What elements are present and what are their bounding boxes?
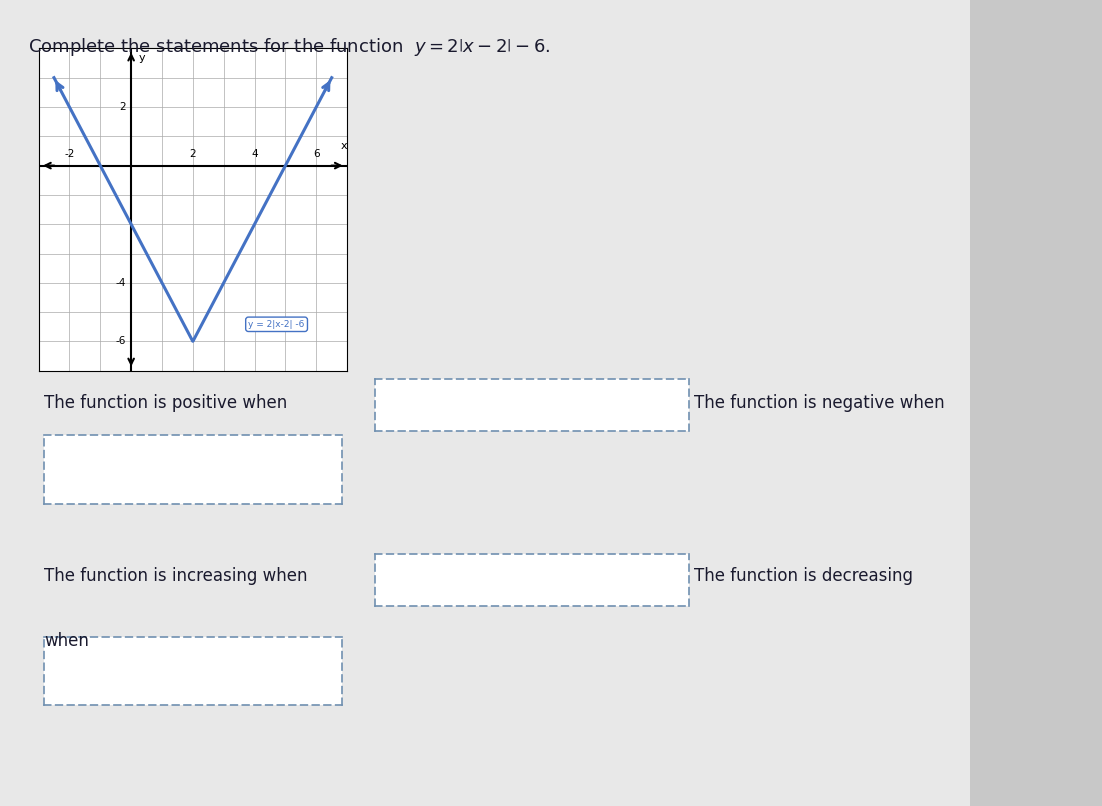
Text: 6: 6 bbox=[313, 149, 320, 159]
Text: y = 2|x-2| -6: y = 2|x-2| -6 bbox=[248, 320, 305, 329]
Text: when: when bbox=[44, 632, 89, 650]
Text: The function is decreasing: The function is decreasing bbox=[694, 567, 914, 585]
Text: -6: -6 bbox=[116, 336, 126, 347]
Text: y: y bbox=[139, 52, 145, 63]
Text: Complete the statements for the function  $y = 2\left|x - 2\right| - 6$.: Complete the statements for the function… bbox=[28, 36, 550, 58]
Text: 2: 2 bbox=[190, 149, 196, 159]
Text: x: x bbox=[341, 141, 347, 151]
Text: 2: 2 bbox=[119, 102, 126, 112]
Text: The function is positive when: The function is positive when bbox=[44, 394, 288, 412]
Text: The function is negative when: The function is negative when bbox=[694, 394, 944, 412]
Text: 4: 4 bbox=[251, 149, 258, 159]
Text: -4: -4 bbox=[116, 278, 126, 288]
Text: The function is increasing when: The function is increasing when bbox=[44, 567, 307, 585]
Text: -2: -2 bbox=[64, 149, 75, 159]
